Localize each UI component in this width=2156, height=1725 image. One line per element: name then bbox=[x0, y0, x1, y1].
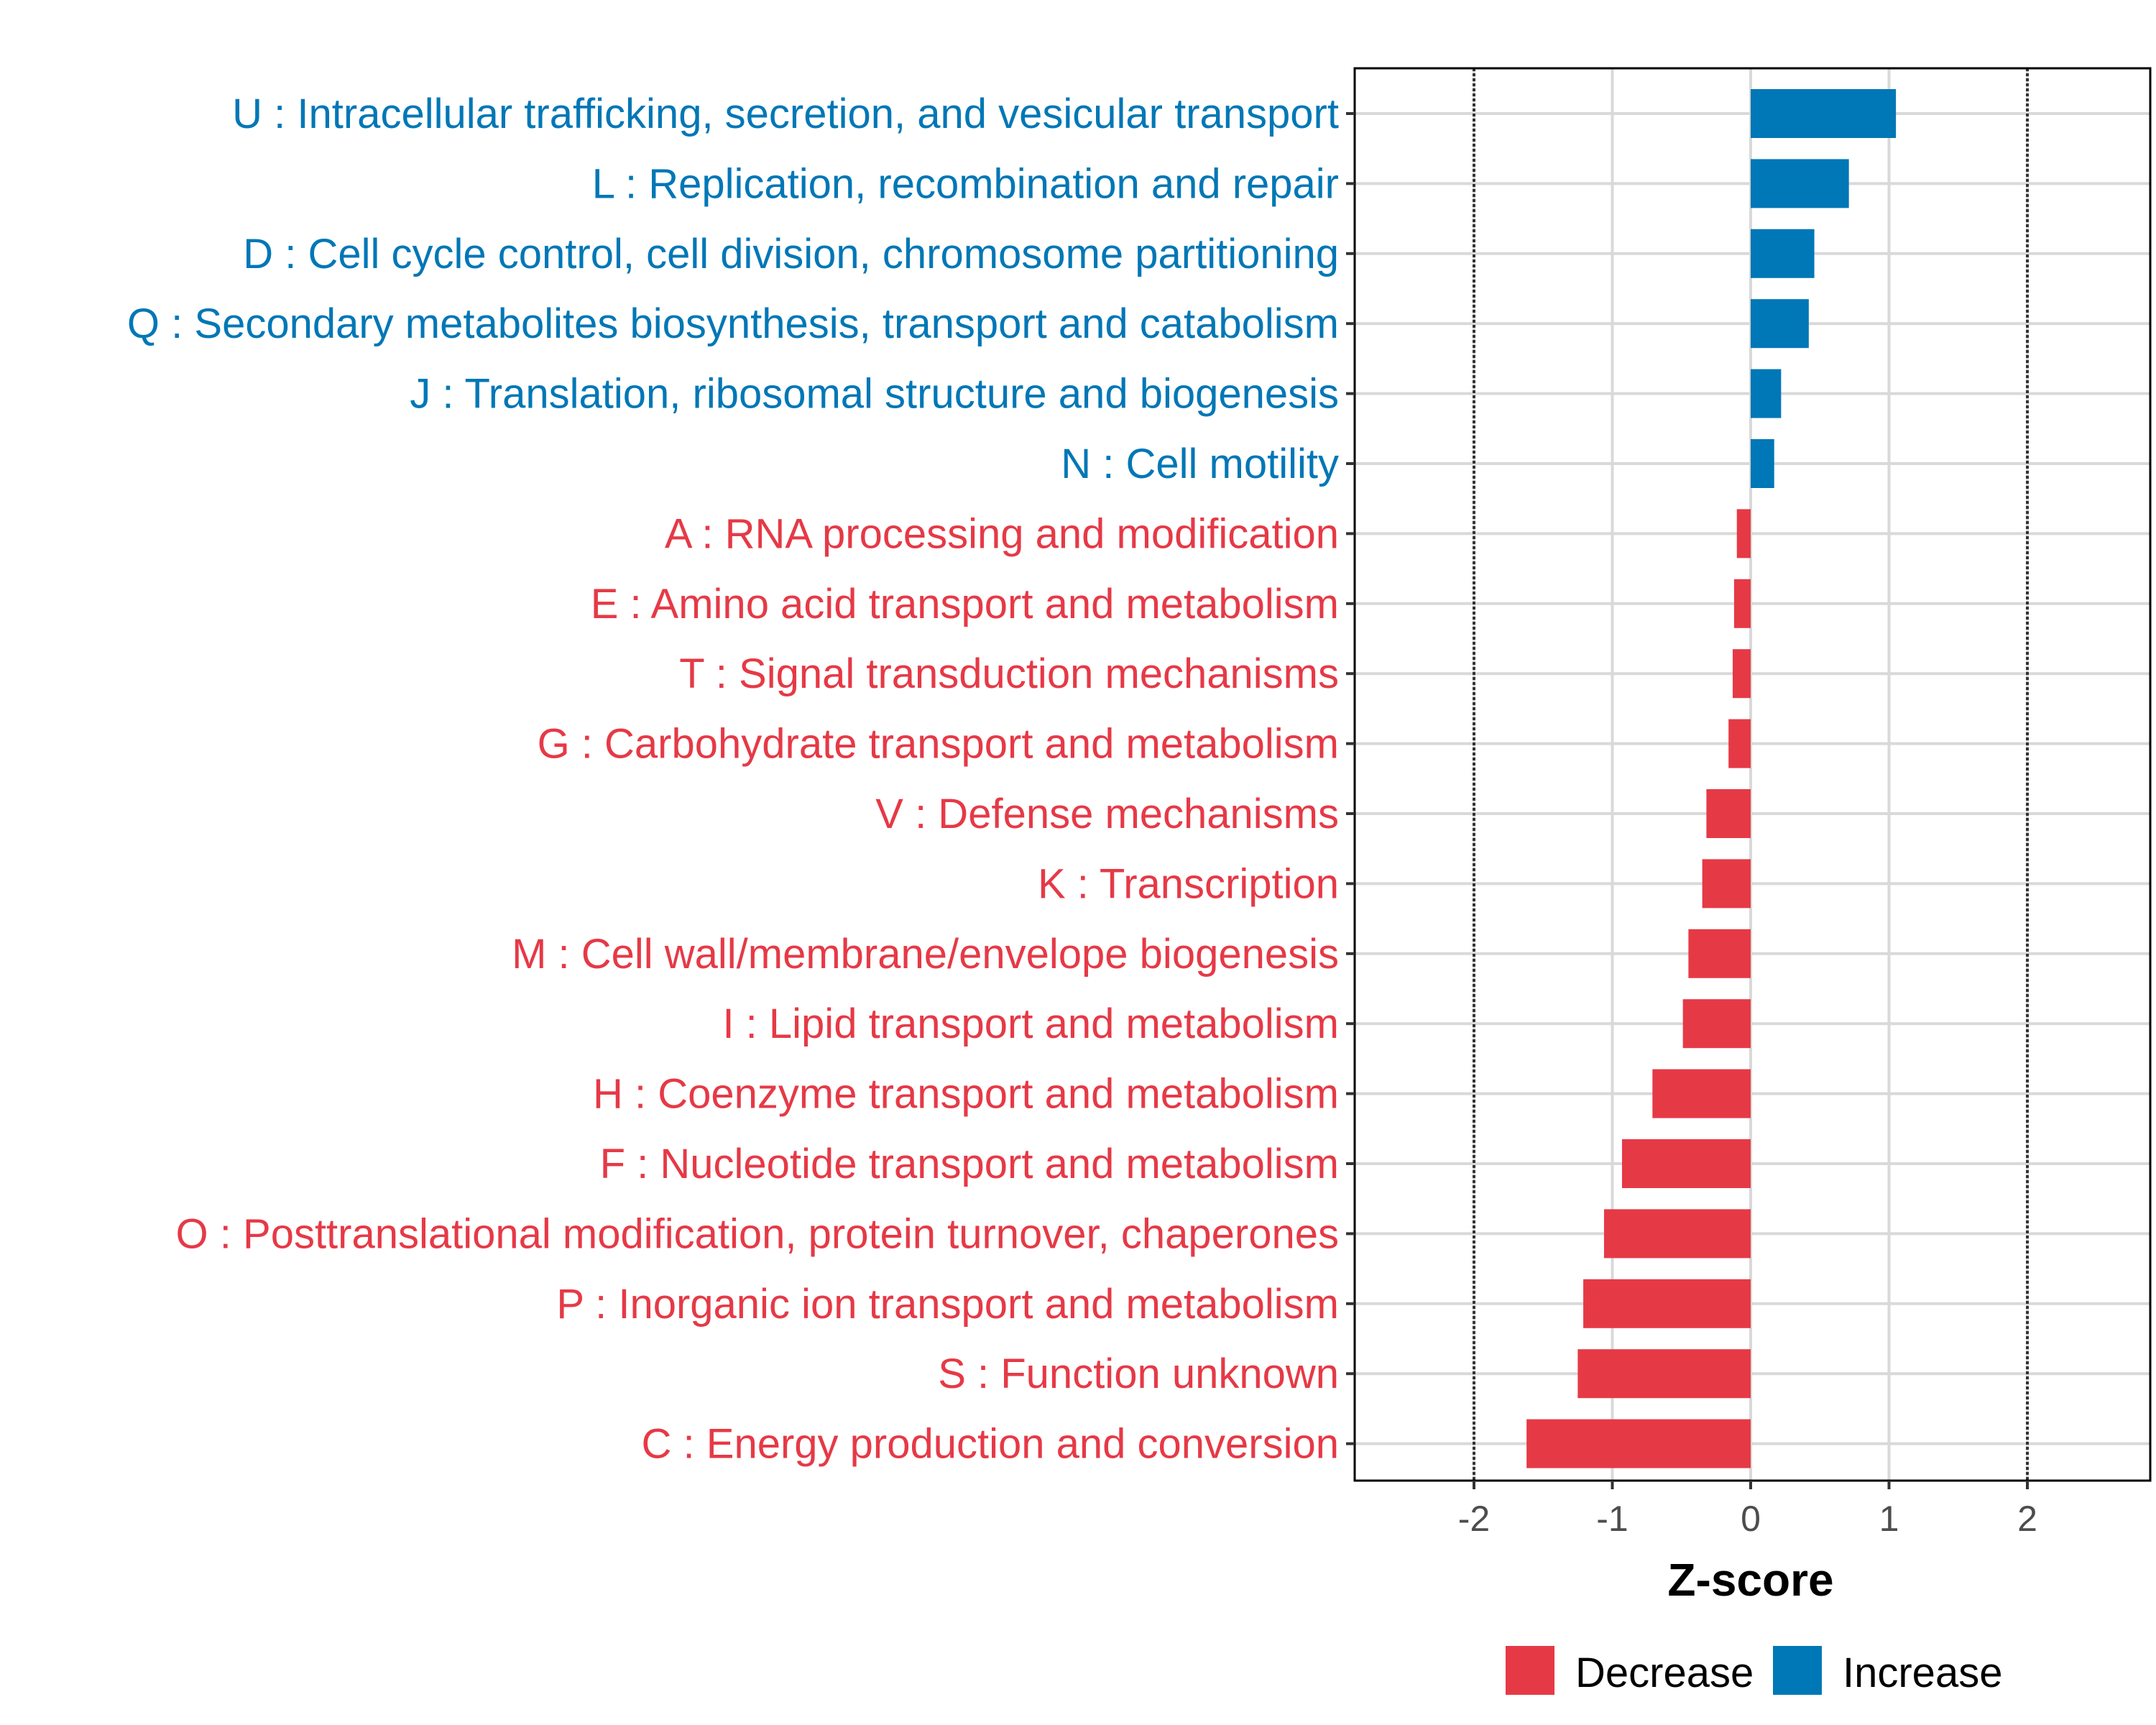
category-label-12: M : Cell wall/membrane/envelope biogenes… bbox=[512, 931, 1339, 978]
bar-17 bbox=[1583, 1279, 1751, 1328]
category-label-0: U : Intracellular trafficking, secretion… bbox=[232, 91, 1339, 137]
category-label-10: V : Defense mechanisms bbox=[875, 791, 1339, 837]
bar-0 bbox=[1751, 89, 1897, 138]
bar-18 bbox=[1577, 1349, 1751, 1399]
category-label-7: E : Amino acid transport and metabolism bbox=[591, 581, 1339, 627]
bar-7 bbox=[1733, 579, 1751, 628]
bar-19 bbox=[1526, 1419, 1751, 1468]
bar-14 bbox=[1652, 1069, 1751, 1118]
x-tick-label-3: 1 bbox=[1879, 1499, 1899, 1539]
category-label-13: I : Lipid transport and metabolism bbox=[722, 1000, 1339, 1047]
bar-6 bbox=[1736, 509, 1751, 558]
x-axis-ticks: -2 -1 0 1 2 bbox=[1458, 1481, 2037, 1539]
category-label-8: T : Signal transduction mechanisms bbox=[679, 650, 1339, 697]
category-label-17: P : Inorganic ion transport and metaboli… bbox=[556, 1281, 1339, 1328]
category-labels: U : Intracellular trafficking, secretion… bbox=[127, 91, 1339, 1468]
bar-10 bbox=[1706, 789, 1751, 838]
bar-15 bbox=[1621, 1139, 1751, 1188]
legend-key-increase bbox=[1773, 1646, 1822, 1695]
x-tick-label-2: 0 bbox=[1741, 1499, 1761, 1539]
category-label-3: Q : Secondary metabolites biosynthesis, … bbox=[127, 300, 1339, 347]
legend: Decrease Increase bbox=[1506, 1646, 2002, 1696]
bar-2 bbox=[1751, 229, 1815, 278]
category-label-4: J : Translation, ribosomal structure and… bbox=[410, 371, 1339, 418]
bar-11 bbox=[1702, 859, 1751, 908]
bars bbox=[1526, 89, 1897, 1468]
x-tick-label-4: 2 bbox=[2017, 1499, 2037, 1539]
x-axis-title: Z-score bbox=[1667, 1554, 1833, 1606]
plot-panel-border bbox=[1353, 67, 2152, 1482]
bar-12 bbox=[1688, 929, 1751, 978]
category-label-18: S : Function unknown bbox=[938, 1351, 1339, 1397]
legend-label-increase: Increase bbox=[1843, 1650, 2002, 1696]
category-label-16: O : Posttranslational modification, prot… bbox=[176, 1210, 1339, 1257]
x-tick-label-0: -2 bbox=[1458, 1499, 1490, 1539]
category-label-5: N : Cell motility bbox=[1061, 441, 1339, 487]
category-label-2: D : Cell cycle control, cell division, c… bbox=[243, 231, 1339, 277]
reference-lines bbox=[1473, 68, 2029, 1481]
bar-13 bbox=[1682, 999, 1751, 1049]
category-label-1: L : Replication, recombination and repai… bbox=[592, 160, 1339, 207]
bar-3 bbox=[1751, 299, 1809, 349]
category-label-11: K : Transcription bbox=[1038, 860, 1339, 907]
legend-label-decrease: Decrease bbox=[1575, 1650, 1754, 1696]
bar-5 bbox=[1751, 439, 1774, 488]
x-tick-label-1: -1 bbox=[1596, 1499, 1628, 1539]
category-label-14: H : Coenzyme transport and metabolism bbox=[593, 1071, 1339, 1118]
bar-8 bbox=[1732, 649, 1751, 699]
category-label-6: A : RNA processing and modification bbox=[665, 510, 1339, 557]
grid-lines bbox=[1355, 68, 2150, 1481]
category-label-19: C : Energy production and conversion bbox=[642, 1421, 1339, 1468]
y-axis-ticks bbox=[1346, 112, 1355, 1445]
category-label-9: G : Carbohydrate transport and metabolis… bbox=[538, 721, 1339, 768]
bar-4 bbox=[1751, 369, 1782, 418]
category-label-15: F : Nucleotide transport and metabolism bbox=[600, 1141, 1339, 1187]
legend-key-decrease bbox=[1506, 1646, 1554, 1695]
bar-1 bbox=[1751, 159, 1849, 208]
bar-16 bbox=[1603, 1209, 1751, 1259]
bar-9 bbox=[1728, 719, 1751, 768]
